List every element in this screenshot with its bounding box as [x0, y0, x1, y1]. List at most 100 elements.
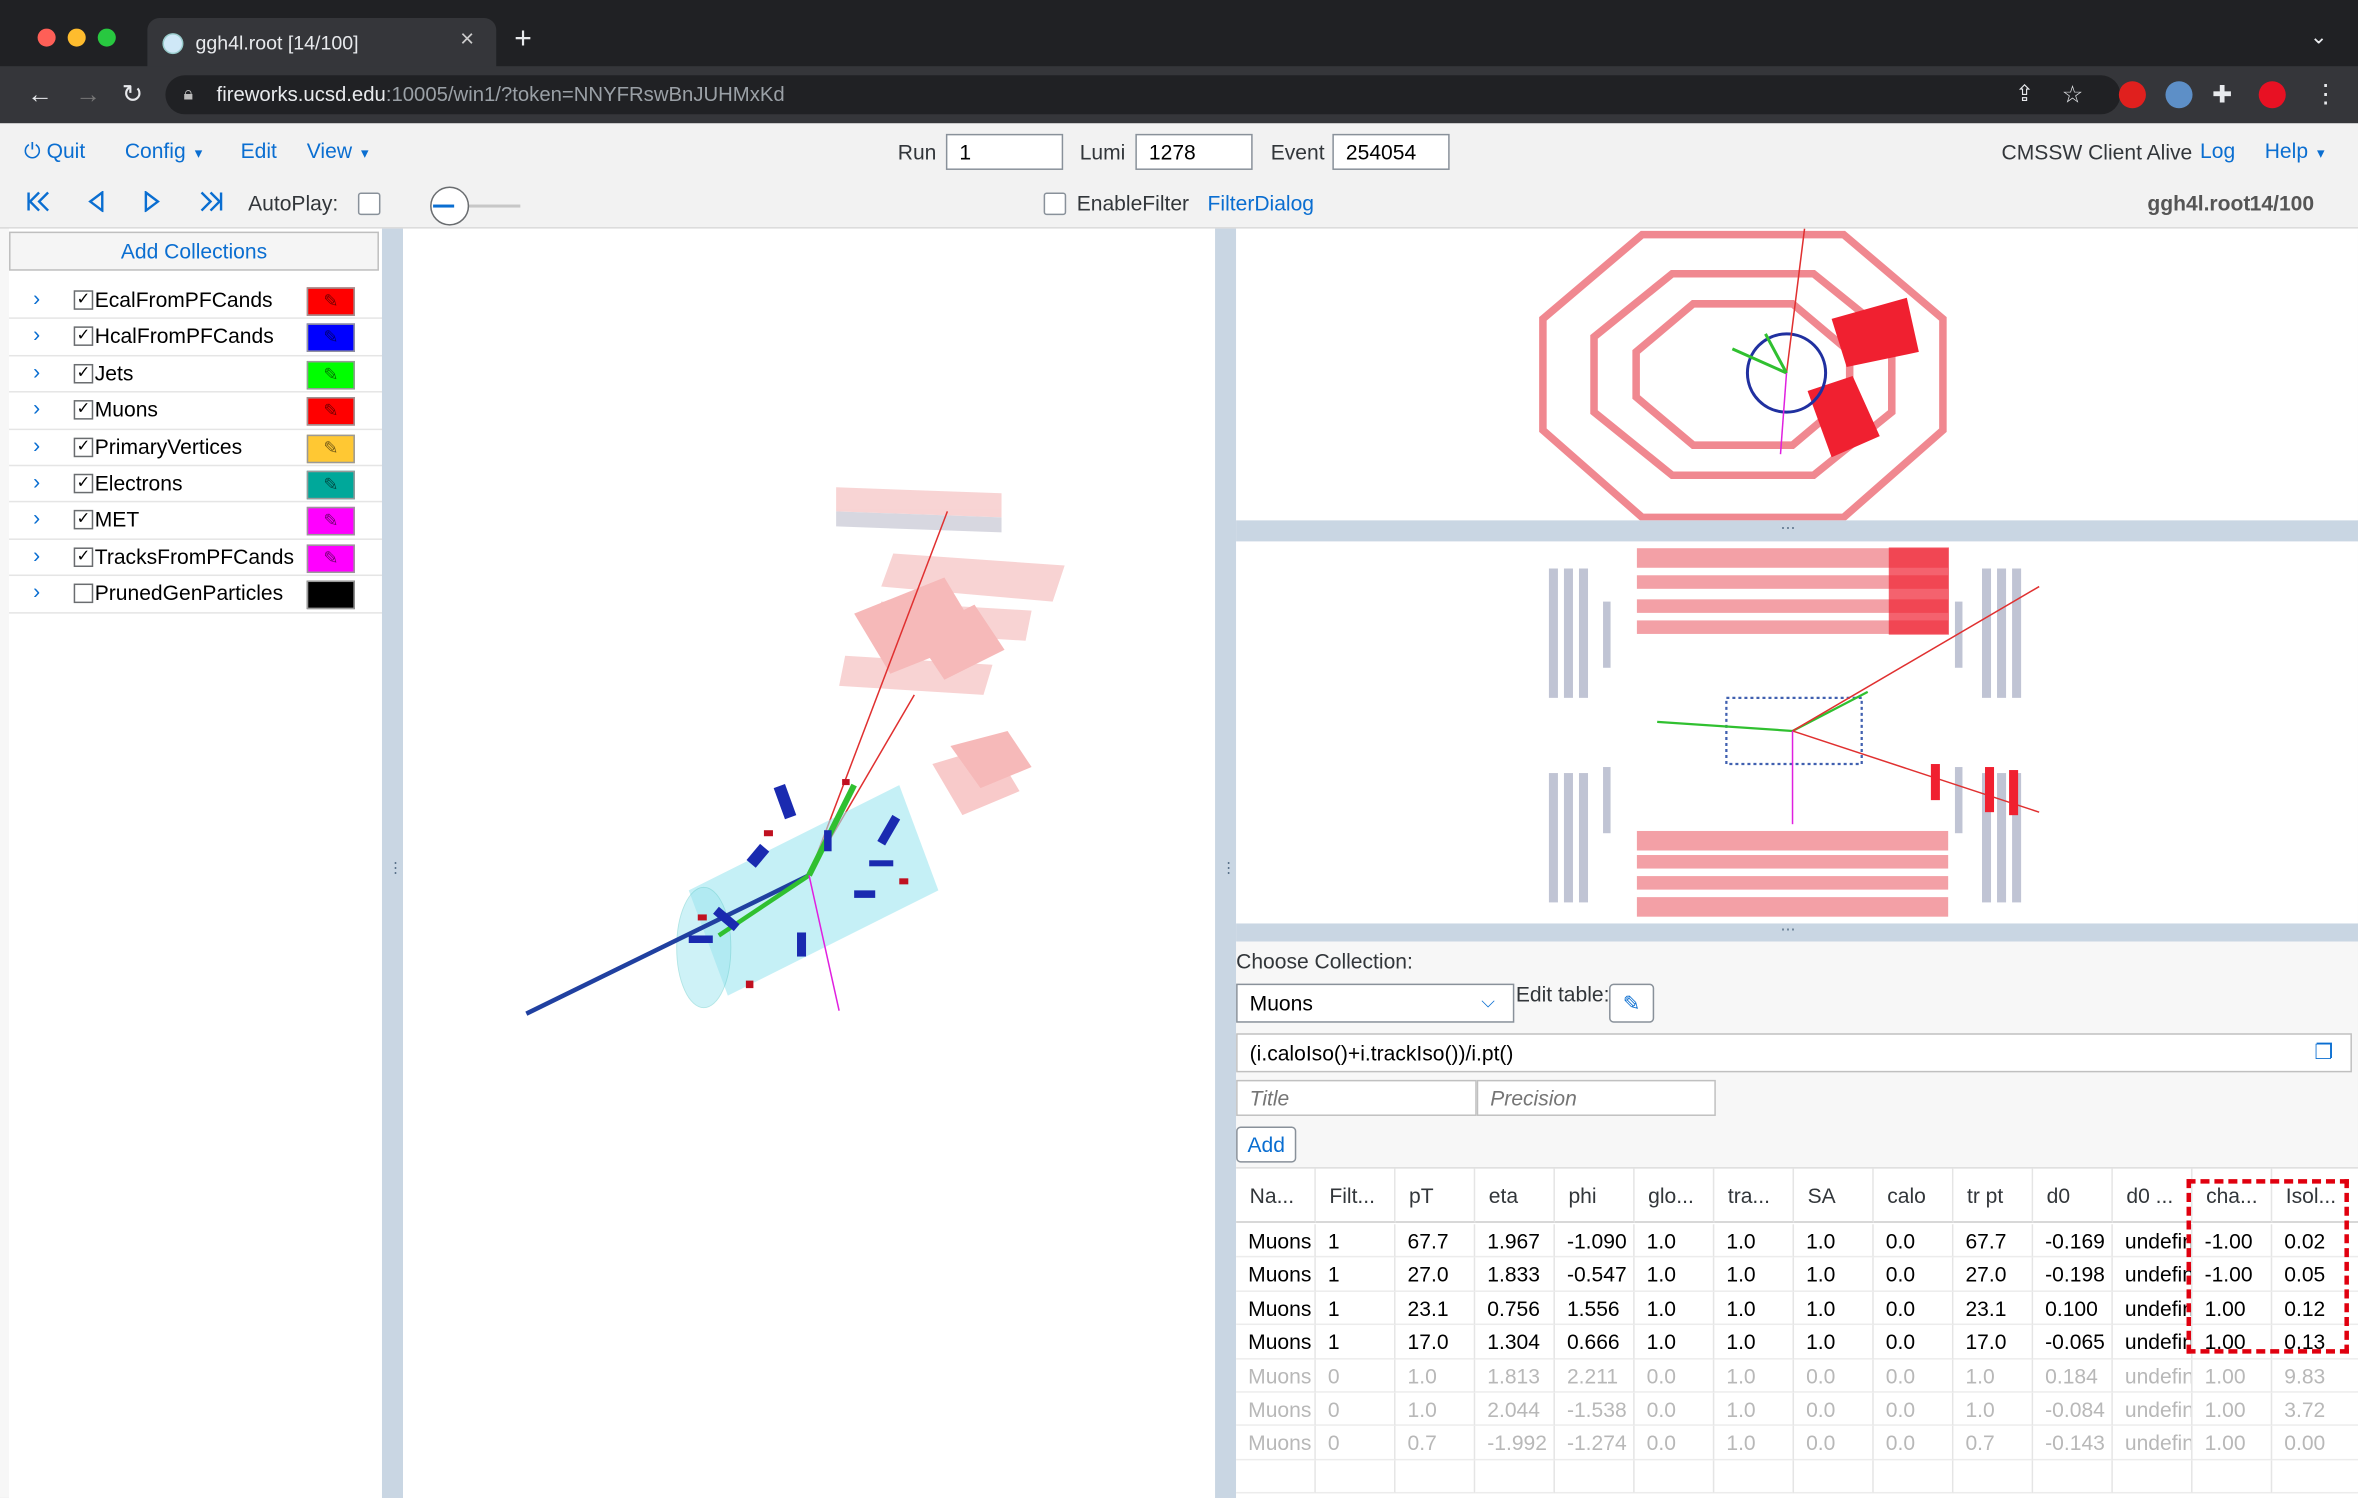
table-cell[interactable]: 1.0: [1395, 1392, 1476, 1427]
table-cell[interactable]: 0.0: [1794, 1392, 1874, 1427]
table-cell[interactable]: 1.0: [1714, 1426, 1795, 1461]
column-header[interactable]: d0: [2033, 1168, 2113, 1223]
table-cell[interactable]: undefin: [2112, 1291, 2193, 1326]
rphi-view[interactable]: [1236, 228, 2358, 522]
table-cell[interactable]: Muons: [1236, 1426, 1316, 1461]
collection-row[interactable]: › ✓ MET ✎: [9, 503, 382, 540]
table-cell[interactable]: Muons: [1236, 1359, 1316, 1393]
column-header[interactable]: d0 ...: [2112, 1168, 2193, 1223]
share-icon[interactable]: ⇪: [2015, 81, 2035, 107]
column-header[interactable]: Na...: [1236, 1168, 1316, 1223]
address-bar[interactable]: 🔒︎ fireworks.ucsd.edu:10005/win1/?token=…: [165, 75, 2121, 115]
config-menu[interactable]: Config ▾: [125, 138, 202, 162]
edit-table-button[interactable]: ✎: [1609, 983, 1655, 1023]
tab-search-icon[interactable]: ⌄: [2309, 24, 2328, 49]
table-cell[interactable]: -0.198: [2033, 1257, 2113, 1292]
table-cell[interactable]: 0.0: [1873, 1426, 1954, 1461]
table-cell[interactable]: -0.143: [2033, 1426, 2113, 1461]
reload-icon[interactable]: ↻: [121, 79, 144, 109]
table-cell[interactable]: 2.211: [1554, 1359, 1635, 1393]
collection-row[interactable]: › ✓ Jets ✎: [9, 356, 382, 393]
table-cell[interactable]: 1.304: [1475, 1325, 1555, 1359]
close-window-icon[interactable]: [37, 28, 56, 47]
table-cell[interactable]: -1.538: [1554, 1392, 1635, 1427]
table-cell[interactable]: 1: [1315, 1325, 1396, 1359]
table-cell[interactable]: 0.0: [1873, 1224, 1954, 1258]
view-menu[interactable]: View ▾: [307, 138, 369, 162]
table-cell[interactable]: undefin: [2112, 1224, 2193, 1258]
table-cell[interactable]: 1.0: [1714, 1325, 1795, 1359]
table-cell[interactable]: 1.0: [1714, 1359, 1795, 1393]
profile-avatar-icon[interactable]: [2258, 81, 2286, 109]
collection-visible-checkbox[interactable]: ✓: [73, 363, 94, 384]
extensions-puzzle-icon[interactable]: ✚: [2212, 82, 2233, 109]
table-cell[interactable]: 0.666: [1554, 1325, 1635, 1359]
table-cell[interactable]: -1.00: [2192, 1224, 2273, 1258]
column-header[interactable]: pT: [1395, 1168, 1476, 1223]
previous-event-icon[interactable]: [86, 191, 107, 213]
lower-horizontal-splitter[interactable]: ⋯: [1236, 922, 2358, 942]
table-cell[interactable]: 1.0: [1634, 1224, 1715, 1258]
collection-row[interactable]: › PrunedGenParticles ✎: [9, 576, 382, 613]
3d-event-view[interactable]: [403, 228, 1216, 1498]
table-cell[interactable]: 0.184: [2033, 1359, 2113, 1393]
table-cell[interactable]: -1.090: [1554, 1224, 1635, 1258]
table-cell[interactable]: undefin: [2112, 1426, 2193, 1461]
table-cell[interactable]: 1.0: [1634, 1257, 1715, 1292]
table-cell[interactable]: 0.7: [1953, 1426, 2034, 1461]
column-header[interactable]: Filt...: [1315, 1168, 1396, 1223]
collection-visible-checkbox[interactable]: [73, 583, 94, 604]
extension-compass-icon[interactable]: [2165, 81, 2193, 109]
column-header[interactable]: cha...: [2192, 1168, 2273, 1223]
table-cell[interactable]: 0.00: [2272, 1426, 2358, 1461]
table-cell[interactable]: 1.0: [1634, 1291, 1715, 1326]
collection-row[interactable]: › ✓ PrimaryVertices ✎: [9, 430, 382, 467]
table-cell[interactable]: 1.0: [1794, 1291, 1874, 1326]
table-cell[interactable]: 0.100: [2033, 1291, 2113, 1326]
collection-color-swatch[interactable]: ✎: [306, 360, 355, 390]
collection-color-swatch[interactable]: ✎: [306, 470, 355, 500]
table-cell[interactable]: 1.0: [1794, 1224, 1874, 1258]
table-cell[interactable]: 0.0: [1873, 1359, 1954, 1393]
column-header[interactable]: glo...: [1634, 1168, 1715, 1223]
table-cell[interactable]: 1.0: [1714, 1257, 1795, 1292]
table-cell[interactable]: 1.0: [1395, 1359, 1476, 1393]
help-menu[interactable]: Help ▾: [2265, 138, 2325, 162]
table-cell[interactable]: 0.02: [2272, 1224, 2358, 1258]
new-tab-icon[interactable]: +: [514, 22, 532, 56]
table-cell[interactable]: 1.833: [1475, 1257, 1555, 1292]
collection-visible-checkbox[interactable]: ✓: [73, 290, 94, 310]
table-cell[interactable]: 17.0: [1953, 1325, 2034, 1359]
collection-color-swatch[interactable]: ✎: [306, 397, 355, 426]
collection-visible-checkbox[interactable]: ✓: [73, 326, 94, 347]
table-cell[interactable]: 1: [1315, 1224, 1396, 1258]
table-cell[interactable]: 27.0: [1953, 1257, 2034, 1292]
chevron-right-icon[interactable]: ›: [33, 432, 41, 457]
collection-color-swatch[interactable]: ✎: [306, 507, 355, 537]
run-input[interactable]: 1: [945, 133, 1064, 170]
table-cell[interactable]: Muons: [1236, 1291, 1316, 1326]
chevron-right-icon[interactable]: ›: [33, 285, 41, 310]
close-tab-icon[interactable]: ×: [460, 27, 475, 53]
table-cell[interactable]: 1.0: [1714, 1392, 1795, 1427]
table-cell[interactable]: 0: [1315, 1359, 1396, 1393]
table-cell[interactable]: 0: [1315, 1392, 1396, 1427]
table-cell[interactable]: 0.7: [1395, 1426, 1476, 1461]
maximize-window-icon[interactable]: [97, 28, 116, 47]
table-cell[interactable]: 1.556: [1554, 1291, 1635, 1326]
table-cell[interactable]: 0.0: [1794, 1359, 1874, 1393]
table-cell[interactable]: Muons: [1236, 1325, 1316, 1359]
column-header[interactable]: tra...: [1714, 1168, 1795, 1223]
table-cell[interactable]: 1.813: [1475, 1359, 1555, 1393]
table-cell[interactable]: 17.0: [1395, 1325, 1476, 1359]
event-input[interactable]: 254054: [1332, 133, 1450, 170]
collection-row[interactable]: › ✓ TracksFromPFCands ✎: [9, 540, 382, 577]
table-cell[interactable]: 0.0: [1794, 1426, 1874, 1461]
bookmark-star-icon[interactable]: ☆: [2061, 82, 2084, 109]
table-cell[interactable]: 0.12: [2272, 1292, 2358, 1326]
table-cell[interactable]: undefin: [2112, 1392, 2193, 1427]
table-cell[interactable]: 2.044: [1475, 1392, 1555, 1427]
table-cell[interactable]: undefin: [2112, 1257, 2193, 1292]
column-header[interactable]: calo: [1873, 1168, 1954, 1223]
log-button[interactable]: Log: [2200, 138, 2236, 163]
